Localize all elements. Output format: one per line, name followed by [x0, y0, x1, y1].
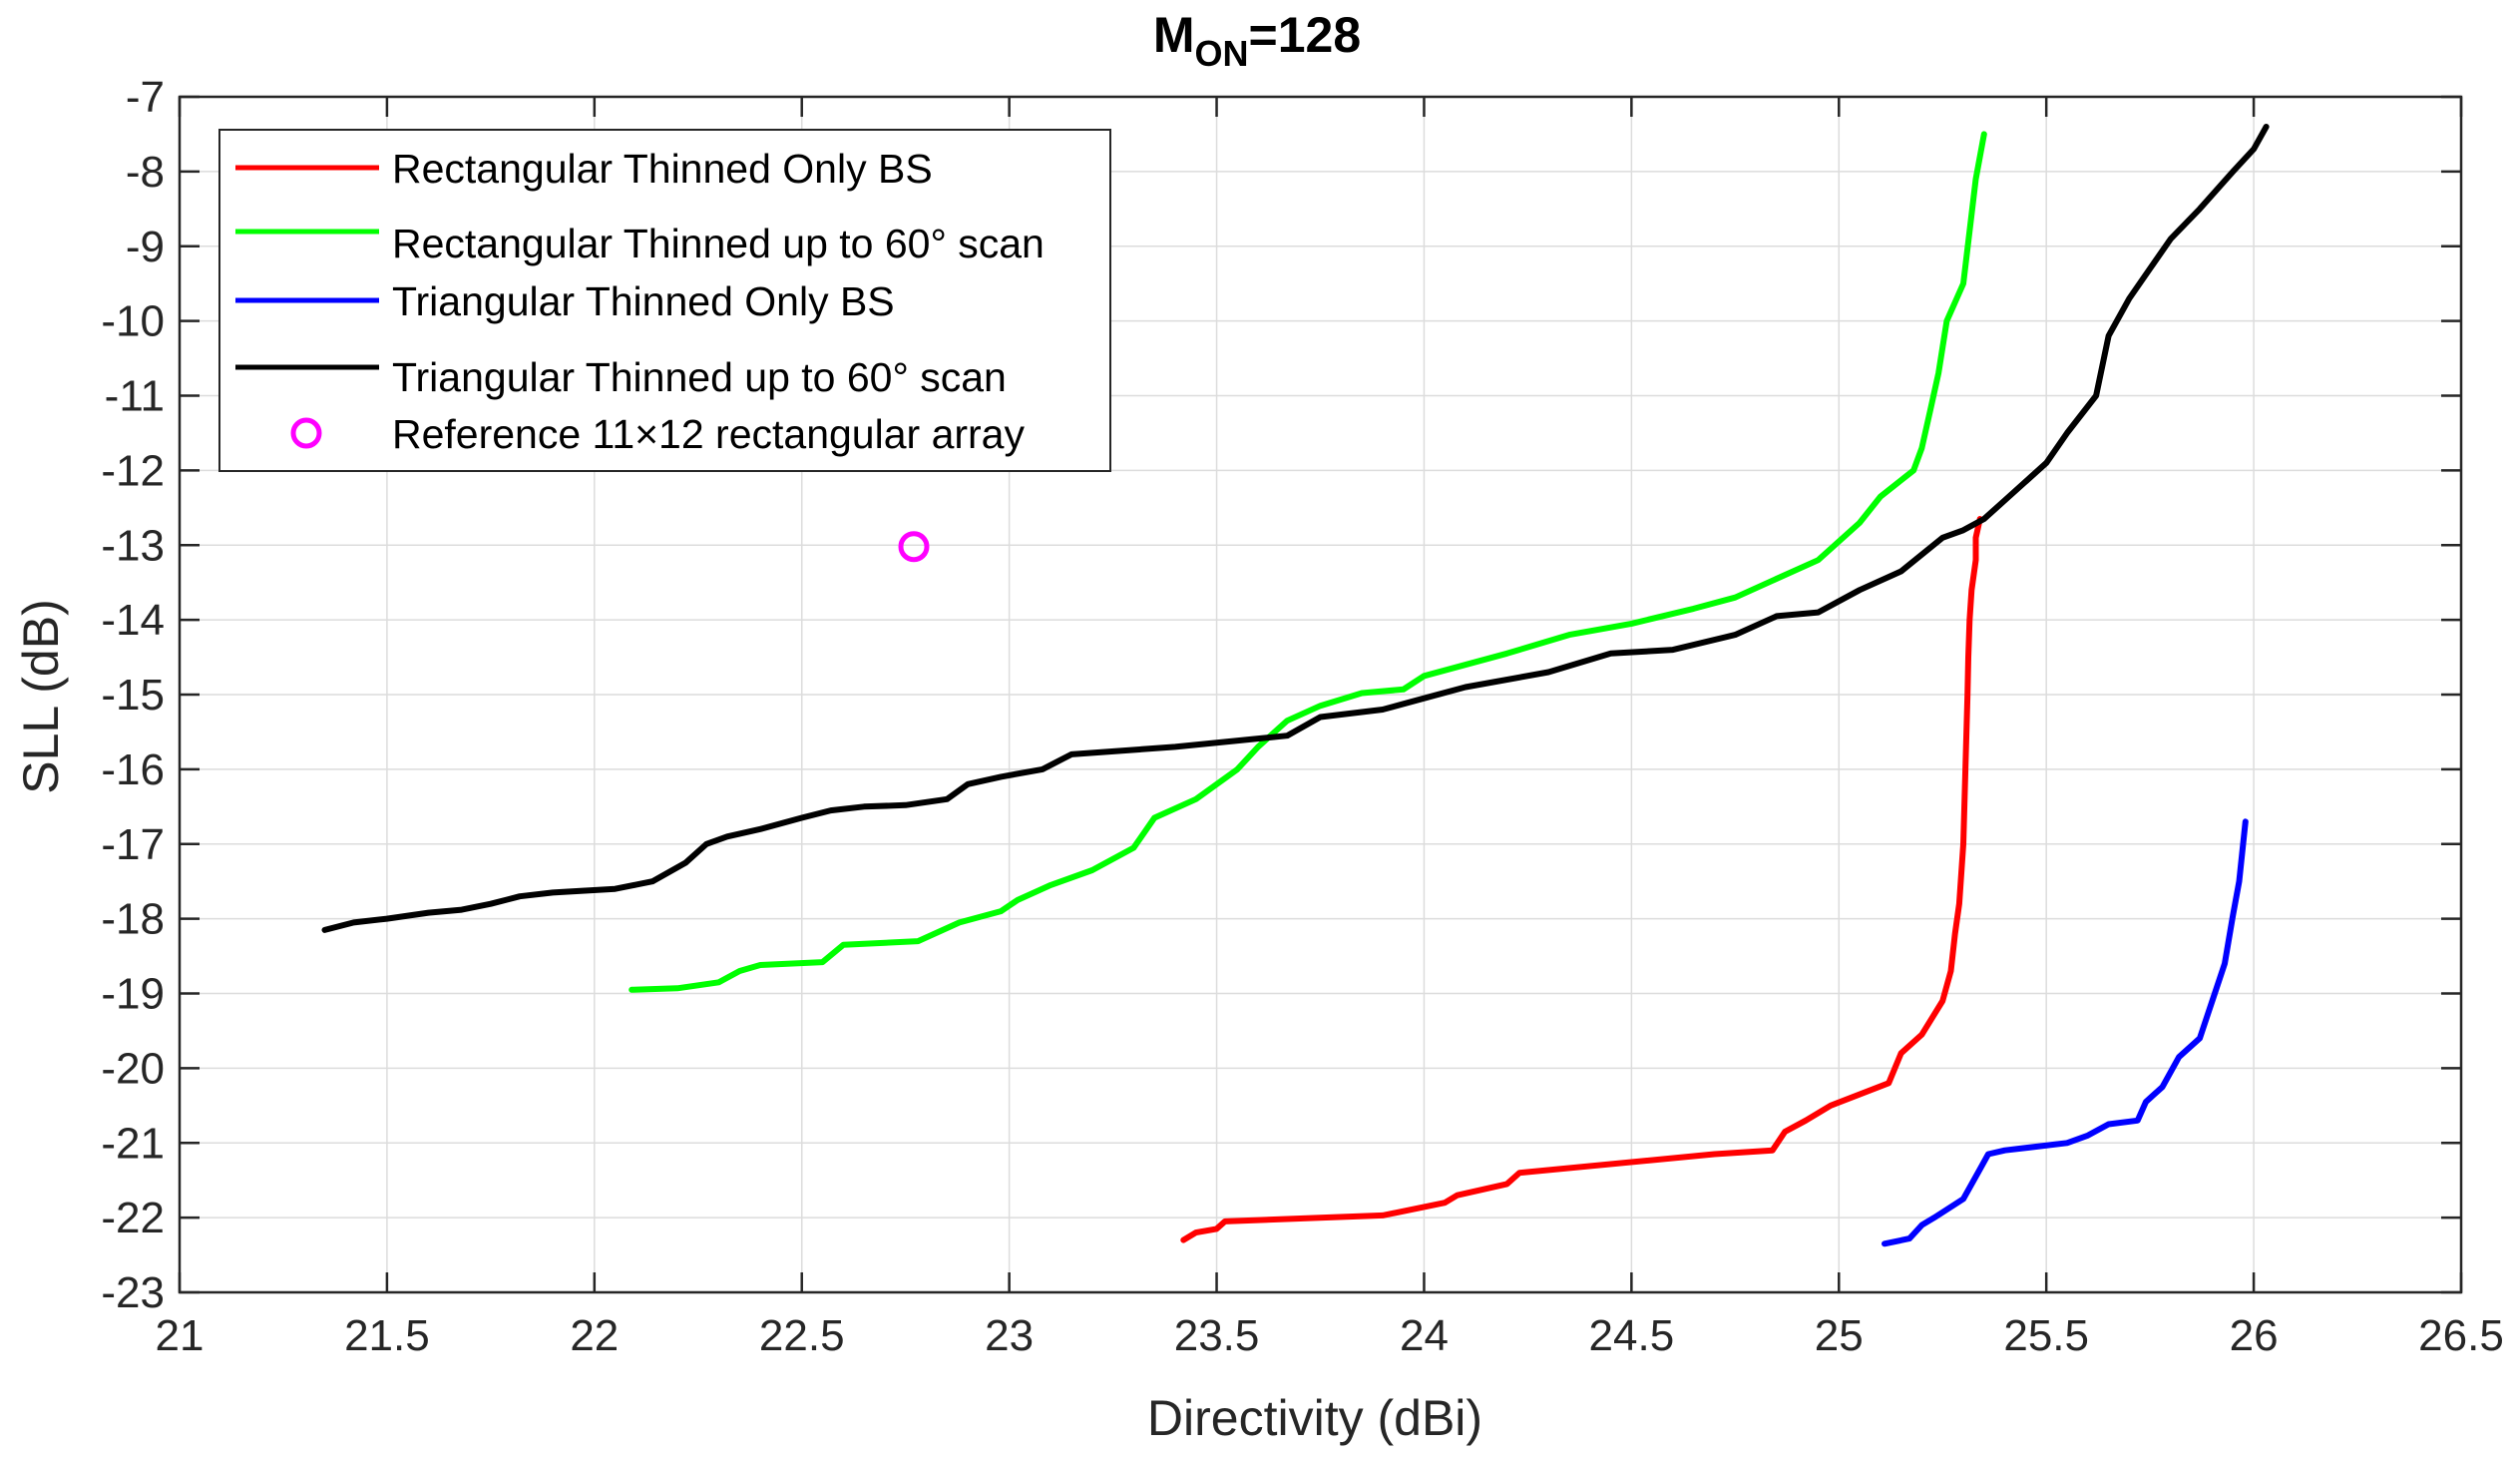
- y-tick-label: -16: [101, 745, 165, 794]
- y-tick-label: -14: [101, 596, 165, 645]
- x-tick-label: 22: [570, 1311, 619, 1360]
- y-tick-label: -19: [101, 970, 165, 1019]
- y-tick-label: -22: [101, 1194, 165, 1242]
- reference-point-marker: [898, 531, 930, 563]
- series-layer: [321, 124, 2270, 1247]
- y-tick-label: -10: [101, 297, 165, 346]
- legend-label-rect-scan: Rectangular Thinned up to 60° scan: [392, 221, 1045, 266]
- series-line-1: [629, 131, 1987, 993]
- x-tick-label: 21.5: [344, 1311, 430, 1360]
- y-axis-label: SLL (dB): [13, 599, 69, 793]
- chart-title: MON=128: [1153, 7, 1361, 74]
- y-tick-label: -18: [101, 895, 165, 944]
- legend-label-tri-scan: Triangular Thinned up to 60° scan: [392, 354, 1007, 400]
- y-tick-label: -15: [101, 671, 165, 720]
- y-tick-label: -7: [126, 73, 165, 122]
- x-axis-label: Directivity (dBi): [1147, 1390, 1482, 1446]
- legend-swatch-reference: [290, 417, 322, 449]
- series-line-3: [321, 124, 2270, 933]
- y-tick-label: -20: [101, 1044, 165, 1093]
- x-tick-label: 25: [1815, 1311, 1864, 1360]
- series-line-2: [1882, 818, 2249, 1247]
- series-line-0: [1180, 516, 1983, 1243]
- x-tick-label: 25.5: [2003, 1311, 2089, 1360]
- title-rest: =128: [1249, 7, 1362, 63]
- x-tick-label: 21: [156, 1311, 205, 1360]
- y-tick-label: -13: [101, 521, 165, 570]
- legend-label-reference: Reference 11×12 rectangular array: [392, 411, 1025, 457]
- tick-labels: 21 21.5 22 22.5 23 23.5 24 24.5 25 25.5 26 26.5 -7 -8…: [101, 73, 2503, 1360]
- y-tick-label: -9: [126, 223, 165, 271]
- legend-label-tri-bs: Triangular Thinned Only BS: [392, 278, 895, 324]
- x-tick-label: 23.5: [1174, 1311, 1260, 1360]
- x-tick-label: 22.5: [759, 1311, 845, 1360]
- x-tick-label: 24: [1400, 1311, 1449, 1360]
- y-tick-label: -23: [101, 1268, 165, 1317]
- x-tick-label: 26: [2230, 1311, 2279, 1360]
- ticks: [178, 95, 2463, 1294]
- svg-text:MON=128: MON=128: [1153, 7, 1361, 74]
- title-subscript: ON: [1195, 33, 1249, 74]
- y-tick-label: -8: [126, 148, 165, 197]
- legend-label-rect-bs: Rectangular Thinned Only BS: [392, 146, 933, 192]
- y-tick-label: -17: [101, 820, 165, 869]
- x-tick-label: 23: [985, 1311, 1034, 1360]
- legend: Rectangular Thinned Only BS Rectangular …: [218, 129, 1111, 472]
- x-tick-label: 24.5: [1589, 1311, 1675, 1360]
- y-tick-label: -11: [105, 372, 165, 421]
- x-tick-label: 26.5: [2418, 1311, 2504, 1360]
- y-tick-label: -21: [101, 1119, 165, 1168]
- title-main: M: [1153, 7, 1195, 63]
- y-tick-label: -12: [101, 446, 165, 495]
